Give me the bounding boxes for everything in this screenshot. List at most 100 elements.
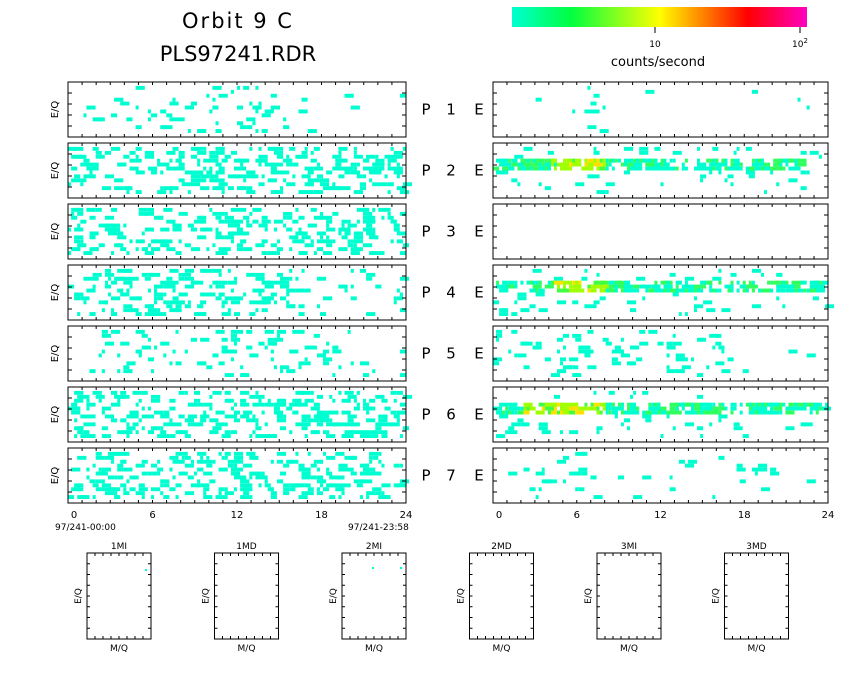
- rate-cell: [190, 483, 201, 488]
- rate-cell: [267, 296, 271, 301]
- rate-cell: [703, 406, 710, 411]
- rate-cell: [154, 288, 158, 293]
- rate-cell: [396, 390, 403, 395]
- rate-cell: [721, 369, 731, 374]
- rate-cell: [295, 276, 299, 281]
- rate-cell: [190, 174, 201, 179]
- rate-cell: [733, 158, 740, 163]
- rate-cell: [98, 243, 105, 248]
- rate-cell: [80, 243, 84, 248]
- rate-cell: [396, 296, 403, 301]
- rate-cell: [267, 337, 274, 342]
- rate-cell: [255, 475, 259, 480]
- rate-cell: [89, 369, 96, 374]
- rate-cell: [657, 402, 661, 407]
- rate-cell: [788, 158, 795, 163]
- rate-cell: [243, 158, 250, 163]
- rate-cell: [160, 479, 170, 484]
- rate-cell: [295, 422, 299, 427]
- rate-cell: [815, 410, 819, 415]
- rate-cell: [347, 394, 357, 399]
- rate-cell: [160, 414, 170, 419]
- rate-cell: [71, 487, 81, 492]
- rate-cell: [169, 434, 176, 438]
- rate-cell: [614, 158, 618, 163]
- rate-cell: [89, 215, 96, 220]
- rate-cell: [301, 329, 305, 334]
- rate-cell: [602, 337, 609, 342]
- rate-cell: [172, 349, 176, 354]
- rate-cell: [276, 150, 283, 155]
- rate-cell: [614, 406, 624, 411]
- rate-cell: [169, 308, 179, 313]
- rate-cell: [535, 162, 542, 167]
- rate-cell: [703, 284, 707, 289]
- rate-cell: [221, 455, 225, 460]
- rate-cell: [369, 459, 373, 464]
- rate-cell: [353, 150, 357, 155]
- rate-cell: [184, 491, 194, 496]
- rate-cell: [237, 85, 241, 90]
- rate-cell: [806, 353, 816, 358]
- rate-cell: [147, 272, 154, 277]
- rate-cell: [92, 483, 99, 488]
- rate-cell: [375, 170, 382, 175]
- rate-cell: [221, 146, 225, 151]
- rate-cell: [89, 479, 96, 484]
- rate-cell: [593, 158, 597, 163]
- rate-cell: [298, 422, 302, 427]
- rate-cell: [517, 418, 524, 423]
- rate-cell: [252, 414, 256, 419]
- rate-cell: [363, 227, 373, 232]
- rate-cell: [154, 292, 164, 297]
- rate-cell: [190, 178, 201, 183]
- rate-cell: [569, 162, 576, 167]
- panel-letter: P: [421, 101, 430, 119]
- mass-panel-title: 2MD: [491, 542, 511, 552]
- rate-cell: [499, 284, 509, 289]
- rate-cell: [608, 402, 615, 407]
- rate-cell: [206, 170, 213, 175]
- rate-cell: [767, 280, 771, 285]
- rate-cell: [396, 483, 406, 488]
- rate-cell: [338, 227, 345, 232]
- rate-cell: [264, 300, 271, 305]
- rate-cell: [286, 162, 290, 167]
- rate-cell: [748, 280, 752, 285]
- rate-cell: [529, 406, 536, 411]
- rate-cell: [111, 402, 121, 407]
- rate-cell: [344, 390, 354, 395]
- rate-cell: [514, 158, 518, 163]
- rate-cell: [587, 85, 591, 90]
- rate-cell: [776, 288, 786, 293]
- rate-cell: [203, 487, 210, 492]
- rate-cell: [218, 292, 225, 297]
- rate-cell: [369, 451, 379, 456]
- rate-cell: [237, 223, 241, 228]
- rate-cell: [684, 422, 694, 427]
- rate-cell: [353, 406, 360, 411]
- rate-cell: [718, 410, 722, 415]
- rate-cell: [806, 170, 810, 175]
- rate-cell: [138, 353, 142, 358]
- panel-number: 2: [446, 162, 456, 180]
- rate-cell: [313, 178, 320, 183]
- rate-cell: [496, 166, 499, 171]
- rate-cell: [602, 166, 606, 171]
- rate-cell: [785, 410, 795, 415]
- rate-cell: [785, 288, 795, 293]
- rate-cell: [310, 463, 317, 468]
- rate-cell: [151, 487, 161, 492]
- rate-cell: [283, 215, 287, 220]
- rate-cell: [326, 219, 333, 224]
- rate-cell: [280, 471, 287, 476]
- rate-cell: [104, 491, 115, 496]
- rate-cell: [532, 268, 542, 273]
- rate-cell: [721, 349, 725, 354]
- rate-cell: [363, 219, 370, 224]
- rate-cell: [233, 341, 237, 346]
- rate-cell: [508, 471, 518, 476]
- rate-cell: [660, 410, 667, 415]
- rate-cell: [669, 158, 673, 163]
- rate-cell: [393, 150, 403, 155]
